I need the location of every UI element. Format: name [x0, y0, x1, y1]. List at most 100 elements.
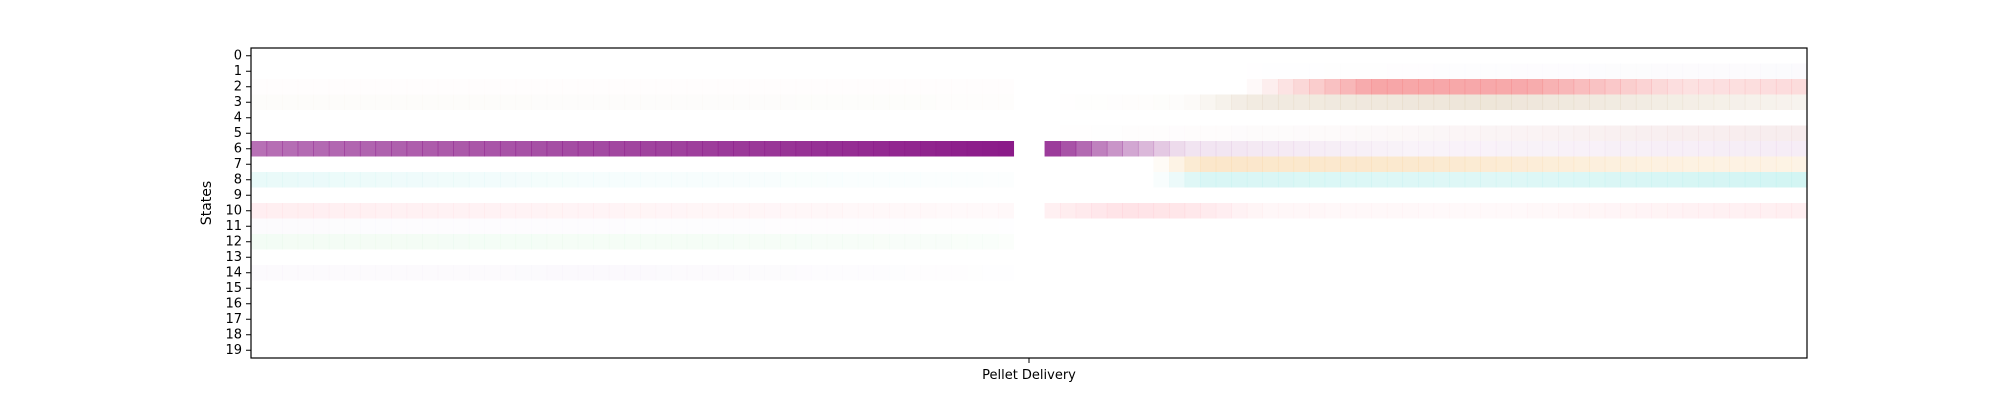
heatmap-cell	[1666, 141, 1684, 157]
heatmap-cell	[733, 218, 750, 234]
heatmap-cell	[1386, 156, 1404, 172]
x-tick-label: Pellet Delivery	[982, 368, 1076, 383]
heatmap-cell	[1418, 79, 1435, 95]
heatmap-cell	[904, 265, 921, 281]
heatmap-cell	[1324, 172, 1341, 188]
heatmap-cell	[764, 172, 781, 188]
heatmap-cell	[453, 94, 470, 110]
heatmap-cell	[795, 265, 812, 281]
heatmap-cell	[1464, 172, 1481, 188]
heatmap-cell	[515, 234, 532, 250]
heatmap-cell	[717, 172, 734, 188]
heatmap-cell	[857, 234, 874, 250]
heatmap-cell	[1651, 79, 1668, 95]
heatmap-cell	[1075, 141, 1092, 157]
heatmap-cell	[375, 172, 392, 188]
heatmap-row-state-1	[1309, 63, 1808, 79]
heatmap-cell	[1402, 125, 1419, 141]
heatmap-cell	[1604, 156, 1621, 172]
heatmap-cell	[702, 234, 719, 250]
heatmap-cell	[1651, 63, 1668, 79]
heatmap-cell	[453, 79, 469, 95]
heatmap-cell	[406, 203, 423, 219]
heatmap-cell	[1635, 172, 1652, 188]
heatmap-cell	[1231, 156, 1248, 172]
heatmap-cell	[1355, 141, 1372, 157]
heatmap-cell	[826, 172, 843, 188]
heatmap-cell	[640, 172, 657, 188]
heatmap-cell	[1495, 63, 1512, 79]
heatmap-cell	[297, 265, 314, 281]
heatmap-cell	[1215, 141, 1232, 157]
heatmap-cell	[1340, 79, 1357, 95]
heatmap-cell	[1666, 156, 1684, 172]
heatmap-cell	[655, 265, 672, 281]
heatmap-cell	[951, 203, 968, 219]
heatmap-cell	[1511, 125, 1528, 141]
heatmap-cell	[1558, 79, 1575, 95]
heatmap-cell	[437, 141, 454, 157]
heatmap-cell	[297, 141, 314, 157]
heatmap-cell	[997, 234, 1015, 250]
heatmap-cell	[1418, 125, 1435, 141]
heatmap-cell	[1044, 141, 1061, 157]
heatmap-cell	[1293, 141, 1310, 157]
heatmap-cell	[1386, 63, 1404, 79]
heatmap-cell	[499, 218, 517, 234]
heatmap-cell	[546, 234, 563, 250]
heatmap-cell	[267, 79, 283, 95]
heatmap-cell	[1495, 94, 1512, 110]
heatmap-cell	[1651, 125, 1668, 141]
heatmap-cell	[1137, 141, 1155, 157]
x-axis-ticks: Pellet Delivery	[982, 358, 1076, 383]
heatmap-cell	[344, 218, 361, 234]
heatmap-cell	[1091, 126, 1107, 142]
heatmap-cell	[905, 79, 921, 95]
heatmap-cell	[1309, 203, 1326, 219]
heatmap-cell	[251, 141, 268, 157]
heatmap-cell	[1184, 156, 1201, 172]
heatmap-cell	[266, 141, 283, 157]
heatmap-cell	[328, 94, 345, 110]
heatmap-cell	[624, 218, 641, 234]
heatmap-cell	[1169, 172, 1186, 188]
heatmap-cell	[1418, 141, 1435, 157]
heatmap-cell	[686, 141, 703, 157]
heatmap-cell	[282, 141, 299, 157]
heatmap-cell	[1775, 63, 1793, 79]
heatmap-cell	[1760, 63, 1777, 79]
heatmap-cell	[997, 218, 1015, 234]
heatmap-cell	[1713, 141, 1730, 157]
heatmap-cell	[1651, 141, 1668, 157]
heatmap-cell	[826, 141, 843, 157]
heatmap-cell	[1386, 125, 1404, 141]
heatmap-cell	[562, 218, 579, 234]
heatmap-cell	[951, 234, 968, 250]
heatmap-cell	[453, 203, 470, 219]
heatmap-cell	[515, 203, 532, 219]
heatmap-cell	[702, 203, 719, 219]
heatmap-cell	[1402, 79, 1419, 95]
heatmap-cell	[1371, 203, 1388, 219]
heatmap-cell	[1153, 125, 1170, 141]
heatmap-cell	[437, 218, 454, 234]
heatmap-cell	[1449, 125, 1466, 141]
heatmap-cell	[499, 265, 517, 281]
heatmap-cell	[1666, 94, 1684, 110]
heatmap-cell	[1744, 141, 1761, 157]
heatmap-cell	[1713, 63, 1730, 79]
heatmap-cell	[406, 218, 423, 234]
heatmap-cell	[1542, 203, 1559, 219]
heatmap-cell	[717, 234, 734, 250]
heatmap-cell	[1558, 125, 1575, 141]
heatmap-cell	[1495, 172, 1512, 188]
heatmap-cell	[1713, 79, 1730, 95]
heatmap-cell	[826, 234, 843, 250]
heatmap-cell	[1791, 63, 1808, 79]
heatmap-cell	[811, 218, 828, 234]
heatmap-cell	[1262, 79, 1279, 95]
heatmap-cell	[608, 203, 626, 219]
heatmap-cell	[1604, 203, 1621, 219]
heatmap-cell	[1309, 125, 1326, 141]
